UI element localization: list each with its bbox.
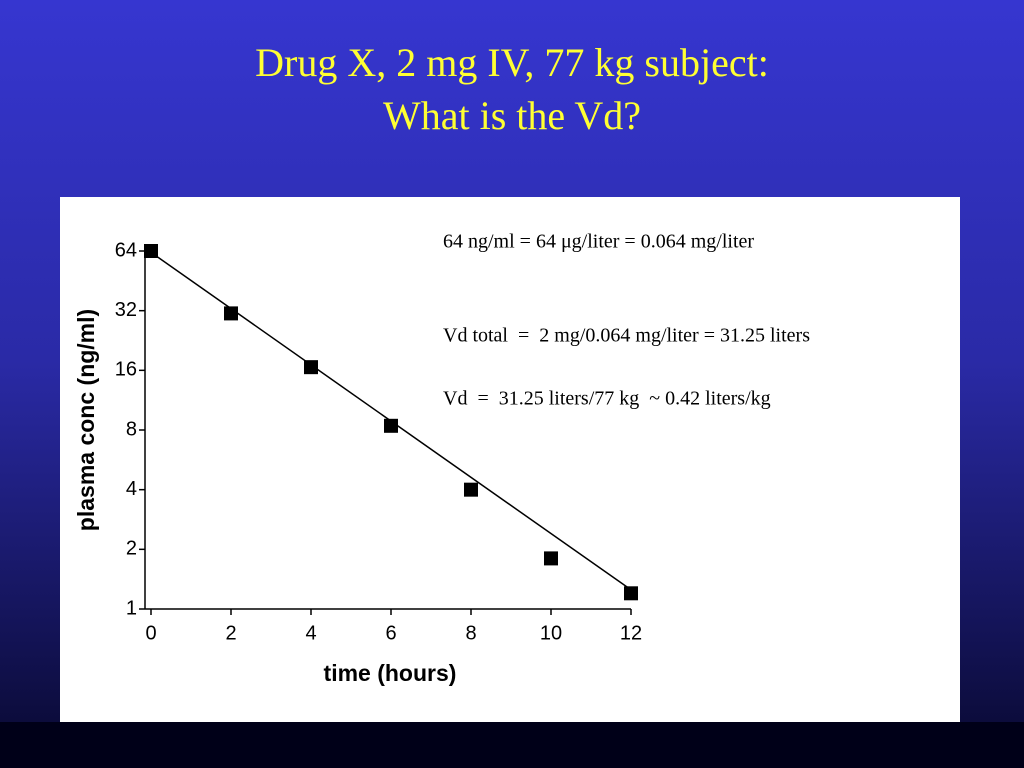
data-point	[304, 360, 318, 375]
data-point	[544, 551, 558, 566]
x-tick-label: 10	[540, 622, 562, 644]
x-axis-label: time (hours)	[324, 660, 457, 686]
slide-title: What is the Vd?	[383, 93, 641, 138]
data-point	[384, 418, 398, 433]
annotation: 64 ng/ml = 64 μg/liter = 0.064 mg/liter	[443, 231, 754, 253]
x-tick-label: 0	[145, 622, 156, 644]
x-tick-label: 8	[465, 622, 476, 644]
y-tick-label: 8	[126, 418, 137, 440]
data-point	[464, 482, 478, 497]
data-point	[224, 306, 238, 321]
x-tick-label: 2	[225, 622, 236, 644]
annotation: Vd total = 2 mg/0.064 mg/liter = 31.25 l…	[443, 325, 810, 347]
chart-panel	[60, 197, 960, 722]
data-point	[624, 586, 638, 601]
y-tick-label: 16	[115, 359, 137, 381]
y-tick-label: 64	[115, 239, 137, 261]
slide-title: Drug X, 2 mg IV, 77 kg subject:	[255, 40, 769, 85]
x-tick-label: 4	[305, 622, 316, 644]
footer-band	[0, 722, 1024, 768]
x-tick-label: 6	[385, 622, 396, 644]
y-tick-label: 4	[126, 478, 137, 500]
annotation: Vd = 31.25 liters/77 kg ~ 0.42 liters/kg	[443, 388, 771, 410]
y-tick-label: 32	[115, 299, 137, 321]
data-point	[144, 244, 158, 258]
y-axis-label: plasma conc (ng/ml)	[73, 309, 99, 531]
y-tick-label: 2	[126, 538, 137, 560]
y-tick-label: 1	[126, 597, 137, 619]
x-tick-label: 12	[620, 622, 642, 644]
